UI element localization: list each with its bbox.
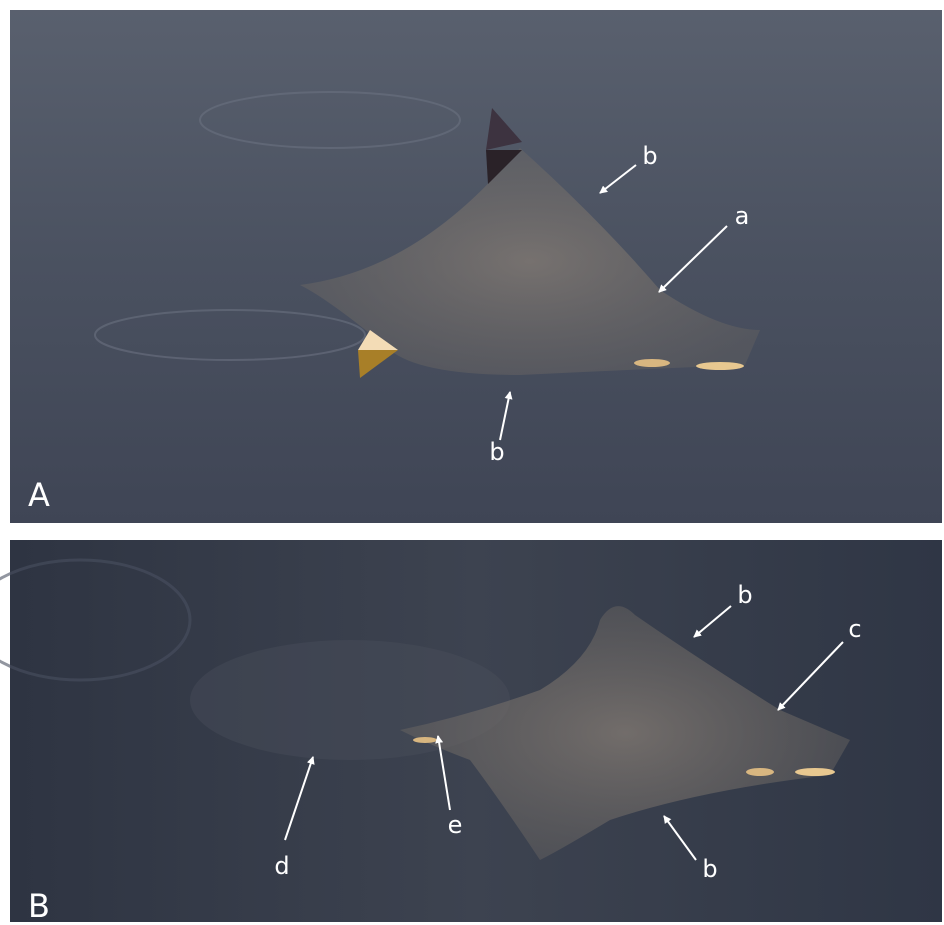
figure: b a b A b c d e b B [0,0,944,925]
annotation: b [642,142,657,170]
highlight [413,737,437,743]
panel-a: b a b A [10,10,942,523]
highlight [634,359,670,367]
annotation: c [848,615,861,643]
panel-b: b c d e b B [0,540,942,925]
annotation: e [448,811,463,839]
annotation: d [274,852,289,880]
annotation: a [735,202,750,230]
highlight [696,362,744,370]
annotation: b [737,581,752,609]
highlight [795,768,835,776]
panel-label: A [28,476,50,514]
annotation: b [702,855,717,883]
highlight [746,768,774,776]
annotation: b [489,438,504,466]
panel-label: B [28,887,50,925]
page: b a b A b c d e b B (() => { const data … [0,0,944,925]
